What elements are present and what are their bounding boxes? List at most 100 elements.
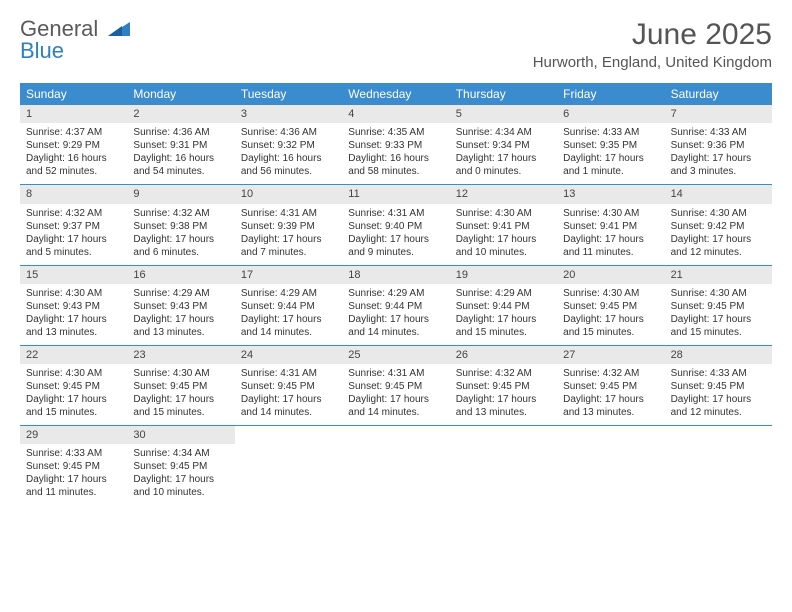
daylight-text: Daylight: 17 hours and 3 minutes.	[671, 152, 766, 178]
daylight-text: Daylight: 17 hours and 15 minutes.	[563, 313, 658, 339]
daylight-text: Daylight: 17 hours and 12 minutes.	[671, 393, 766, 419]
day-number: 15	[20, 266, 127, 284]
calendar-day: 27Sunrise: 4:32 AMSunset: 9:45 PMDayligh…	[557, 346, 664, 425]
day-body: Sunrise: 4:29 AMSunset: 9:44 PMDaylight:…	[450, 284, 557, 345]
sunrise-text: Sunrise: 4:31 AM	[348, 367, 443, 380]
day-number: 5	[450, 105, 557, 123]
day-number: 27	[557, 346, 664, 364]
calendar-week: 22Sunrise: 4:30 AMSunset: 9:45 PMDayligh…	[20, 346, 772, 426]
sunrise-text: Sunrise: 4:31 AM	[241, 367, 336, 380]
day-number: 29	[20, 426, 127, 444]
calendar-day: 21Sunrise: 4:30 AMSunset: 9:45 PMDayligh…	[665, 266, 772, 345]
day-number: 21	[665, 266, 772, 284]
sunrise-text: Sunrise: 4:35 AM	[348, 126, 443, 139]
calendar-day-empty	[450, 426, 557, 505]
weekday-label: Tuesday	[235, 83, 342, 105]
sunrise-text: Sunrise: 4:36 AM	[241, 126, 336, 139]
sunrise-text: Sunrise: 4:30 AM	[456, 207, 551, 220]
day-body: Sunrise: 4:33 AMSunset: 9:35 PMDaylight:…	[557, 123, 664, 184]
calendar-day: 28Sunrise: 4:33 AMSunset: 9:45 PMDayligh…	[665, 346, 772, 425]
sunrise-text: Sunrise: 4:30 AM	[563, 287, 658, 300]
day-body: Sunrise: 4:32 AMSunset: 9:45 PMDaylight:…	[557, 364, 664, 425]
calendar-day: 24Sunrise: 4:31 AMSunset: 9:45 PMDayligh…	[235, 346, 342, 425]
calendar-day: 19Sunrise: 4:29 AMSunset: 9:44 PMDayligh…	[450, 266, 557, 345]
calendar-day-empty	[557, 426, 664, 505]
sunset-text: Sunset: 9:41 PM	[563, 220, 658, 233]
day-number: 11	[342, 185, 449, 203]
calendar: Sunday Monday Tuesday Wednesday Thursday…	[20, 83, 772, 505]
weekday-label: Thursday	[450, 83, 557, 105]
sunrise-text: Sunrise: 4:29 AM	[241, 287, 336, 300]
sunset-text: Sunset: 9:44 PM	[348, 300, 443, 313]
sunrise-text: Sunrise: 4:32 AM	[456, 367, 551, 380]
sunset-text: Sunset: 9:45 PM	[26, 460, 121, 473]
weekday-label: Sunday	[20, 83, 127, 105]
sunset-text: Sunset: 9:35 PM	[563, 139, 658, 152]
day-body: Sunrise: 4:30 AMSunset: 9:45 PMDaylight:…	[127, 364, 234, 425]
day-body: Sunrise: 4:34 AMSunset: 9:45 PMDaylight:…	[127, 444, 234, 505]
sunset-text: Sunset: 9:45 PM	[26, 380, 121, 393]
sunrise-text: Sunrise: 4:32 AM	[133, 207, 228, 220]
day-body: Sunrise: 4:36 AMSunset: 9:32 PMDaylight:…	[235, 123, 342, 184]
day-body: Sunrise: 4:35 AMSunset: 9:33 PMDaylight:…	[342, 123, 449, 184]
sunrise-text: Sunrise: 4:29 AM	[133, 287, 228, 300]
calendar-week: 8Sunrise: 4:32 AMSunset: 9:37 PMDaylight…	[20, 185, 772, 265]
day-body: Sunrise: 4:33 AMSunset: 9:45 PMDaylight:…	[20, 444, 127, 505]
sunset-text: Sunset: 9:43 PM	[133, 300, 228, 313]
daylight-text: Daylight: 17 hours and 13 minutes.	[133, 313, 228, 339]
calendar-day: 6Sunrise: 4:33 AMSunset: 9:35 PMDaylight…	[557, 105, 664, 184]
daylight-text: Daylight: 17 hours and 11 minutes.	[26, 473, 121, 499]
calendar-day: 2Sunrise: 4:36 AMSunset: 9:31 PMDaylight…	[127, 105, 234, 184]
day-body: Sunrise: 4:30 AMSunset: 9:45 PMDaylight:…	[20, 364, 127, 425]
calendar-day: 29Sunrise: 4:33 AMSunset: 9:45 PMDayligh…	[20, 426, 127, 505]
calendar-day: 13Sunrise: 4:30 AMSunset: 9:41 PMDayligh…	[557, 185, 664, 264]
day-number: 6	[557, 105, 664, 123]
sunrise-text: Sunrise: 4:32 AM	[26, 207, 121, 220]
sunset-text: Sunset: 9:39 PM	[241, 220, 336, 233]
calendar-week: 29Sunrise: 4:33 AMSunset: 9:45 PMDayligh…	[20, 426, 772, 505]
sunset-text: Sunset: 9:38 PM	[133, 220, 228, 233]
day-body: Sunrise: 4:31 AMSunset: 9:45 PMDaylight:…	[235, 364, 342, 425]
daylight-text: Daylight: 17 hours and 12 minutes.	[671, 233, 766, 259]
sunrise-text: Sunrise: 4:29 AM	[348, 287, 443, 300]
day-number: 20	[557, 266, 664, 284]
day-number: 10	[235, 185, 342, 203]
sunrise-text: Sunrise: 4:33 AM	[563, 126, 658, 139]
day-body: Sunrise: 4:32 AMSunset: 9:45 PMDaylight:…	[450, 364, 557, 425]
sunrise-text: Sunrise: 4:30 AM	[26, 367, 121, 380]
daylight-text: Daylight: 17 hours and 15 minutes.	[26, 393, 121, 419]
title-block: June 2025 Hurworth, England, United King…	[533, 18, 772, 71]
calendar-day: 20Sunrise: 4:30 AMSunset: 9:45 PMDayligh…	[557, 266, 664, 345]
sunset-text: Sunset: 9:44 PM	[456, 300, 551, 313]
day-number: 4	[342, 105, 449, 123]
header: General Blue June 2025 Hurworth, England…	[20, 18, 772, 71]
sunrise-text: Sunrise: 4:36 AM	[133, 126, 228, 139]
calendar-day: 8Sunrise: 4:32 AMSunset: 9:37 PMDaylight…	[20, 185, 127, 264]
daylight-text: Daylight: 16 hours and 56 minutes.	[241, 152, 336, 178]
sunset-text: Sunset: 9:45 PM	[133, 460, 228, 473]
calendar-week: 1Sunrise: 4:37 AMSunset: 9:29 PMDaylight…	[20, 105, 772, 185]
calendar-day: 18Sunrise: 4:29 AMSunset: 9:44 PMDayligh…	[342, 266, 449, 345]
calendar-day: 14Sunrise: 4:30 AMSunset: 9:42 PMDayligh…	[665, 185, 772, 264]
day-body: Sunrise: 4:30 AMSunset: 9:41 PMDaylight:…	[557, 204, 664, 265]
day-body: Sunrise: 4:32 AMSunset: 9:38 PMDaylight:…	[127, 204, 234, 265]
daylight-text: Daylight: 17 hours and 10 minutes.	[133, 473, 228, 499]
day-body: Sunrise: 4:30 AMSunset: 9:42 PMDaylight:…	[665, 204, 772, 265]
day-number: 22	[20, 346, 127, 364]
sunrise-text: Sunrise: 4:33 AM	[671, 126, 766, 139]
calendar-day: 12Sunrise: 4:30 AMSunset: 9:41 PMDayligh…	[450, 185, 557, 264]
calendar-day: 5Sunrise: 4:34 AMSunset: 9:34 PMDaylight…	[450, 105, 557, 184]
sunrise-text: Sunrise: 4:31 AM	[348, 207, 443, 220]
calendar-day-empty	[665, 426, 772, 505]
logo-text-2: Blue	[20, 38, 64, 63]
day-number: 3	[235, 105, 342, 123]
sunset-text: Sunset: 9:44 PM	[241, 300, 336, 313]
day-number: 26	[450, 346, 557, 364]
calendar-day: 16Sunrise: 4:29 AMSunset: 9:43 PMDayligh…	[127, 266, 234, 345]
daylight-text: Daylight: 16 hours and 54 minutes.	[133, 152, 228, 178]
day-body: Sunrise: 4:36 AMSunset: 9:31 PMDaylight:…	[127, 123, 234, 184]
day-body: Sunrise: 4:29 AMSunset: 9:44 PMDaylight:…	[342, 284, 449, 345]
daylight-text: Daylight: 17 hours and 13 minutes.	[26, 313, 121, 339]
calendar-day: 26Sunrise: 4:32 AMSunset: 9:45 PMDayligh…	[450, 346, 557, 425]
day-body: Sunrise: 4:30 AMSunset: 9:43 PMDaylight:…	[20, 284, 127, 345]
